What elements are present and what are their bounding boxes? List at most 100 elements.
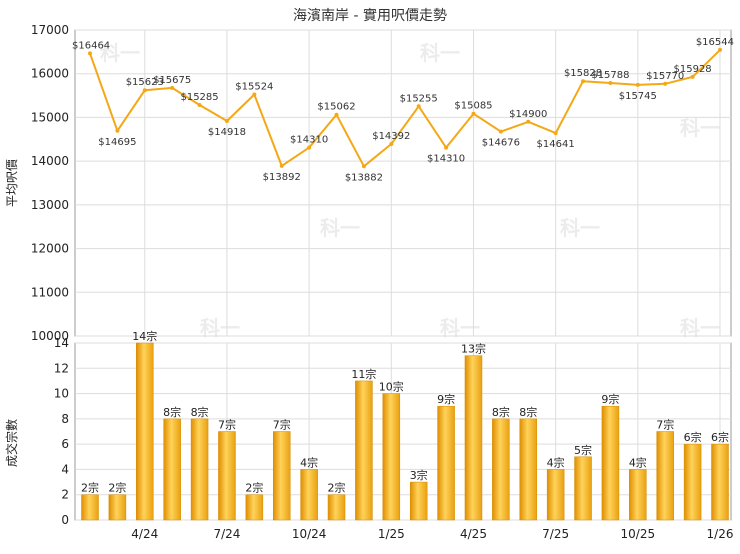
price-label-3: $15675 [153,75,191,86]
price-point-6 [252,92,257,97]
price-y-tick-1: 11000 [31,285,69,299]
price-point-1 [115,128,120,133]
x-tick-label-3: 1/25 [378,527,405,541]
volume-bar-10 [355,380,373,521]
price-label-22: $15928 [674,64,712,75]
volume-label-19: 9宗 [601,392,619,406]
price-line [89,49,721,168]
price-point-4 [197,102,202,107]
volume-bar-8 [300,469,318,521]
price-y-tick-7: 17000 [31,23,69,37]
volume-label-22: 6宗 [684,430,702,444]
price-data-labels: $16464 $14695 $15623$15675 $15285 $14918 $155… [72,37,734,183]
volume-axis-label: 成交宗數 [4,419,19,467]
price-label-9: $15062 [317,102,355,113]
volume-label-2: 14宗 [132,329,157,343]
price-point-3 [170,85,175,90]
volume-bar-5 [218,431,236,521]
price-point-11 [389,142,394,147]
volume-label-17: 4宗 [547,455,565,469]
volume-label-4: 8宗 [191,405,209,419]
price-label-5: $14918 [208,127,246,138]
price-point-17 [553,131,558,136]
chart-title: 海濱南岸 - 實用呎價走勢 [293,7,447,24]
x-tick-label-4: 4/25 [460,527,487,541]
volume-bar-1 [108,494,127,521]
volume-bar-17 [546,469,565,521]
volume-y-tick-4: 8 [61,412,69,426]
price-label-1: $14695 [98,137,136,148]
price-point-15 [498,129,503,134]
volume-label-8: 4宗 [300,455,318,469]
watermark-2: 科一 [680,116,720,140]
volume-label-11: 10宗 [379,380,404,394]
x-tick-label-7: 1/26 [707,527,734,541]
x-tick-label-6: 10/25 [621,527,656,541]
price-label-6: $15524 [235,82,273,93]
price-label-23: $16544 [696,37,734,48]
volume-bar-13 [437,405,455,521]
volume-bar-19 [601,405,620,521]
price-point-13 [444,145,449,150]
volume-label-21: 7宗 [656,418,674,432]
price-label-16: $14900 [509,109,547,120]
volume-bar-6 [245,494,264,521]
volume-label-6: 2宗 [245,481,263,495]
x-tick-label-1: 7/24 [213,527,240,541]
x-tick-label-2: 10/24 [292,527,327,541]
watermark-3: 科一 [320,216,360,240]
volume-label-1: 2宗 [108,481,126,495]
price-y-tick-2: 12000 [31,242,69,256]
volume-bars [81,342,729,521]
price-point-12 [416,104,421,109]
price-point-23 [718,47,722,52]
price-label-21: $15770 [646,71,684,82]
volume-y-tick-0: 0 [61,513,69,527]
volume-bar-3 [163,418,181,521]
price-point-14 [471,111,476,116]
volume-bar-4 [190,418,209,521]
price-label-11: $14392 [372,131,410,142]
price-point-10 [361,164,366,169]
volume-label-7: 7宗 [273,418,291,432]
price-y-tick-0: 10000 [31,329,69,343]
volume-bar-2 [136,342,154,521]
price-y-ticks: 10000 11000 12000 13000 14000 15000 16000 17000 [31,23,69,343]
price-point-19 [608,80,613,85]
volume-bar-7 [272,431,291,521]
x-axis-ticks: 4/24 7/24 10/24 1/25 4/25 7/25 10/25 1/26 [131,527,733,541]
price-y-tick-5: 15000 [31,110,69,124]
volume-y-tick-3: 6 [61,437,69,451]
price-point-20 [635,82,640,87]
price-label-15: $14676 [482,138,520,149]
volume-bar-12 [409,481,428,521]
volume-y-ticks: 0 2 4 6 8 10 12 14 [54,336,69,527]
price-y-tick-6: 16000 [31,67,69,81]
price-series [88,47,722,169]
price-point-18 [581,79,586,84]
price-grid [75,29,731,337]
volume-label-14: 13宗 [461,342,486,356]
price-point-0 [88,51,92,56]
volume-label-18: 5宗 [574,443,592,457]
volume-bar-14 [464,355,483,521]
volume-bar-11 [382,393,401,521]
price-label-13: $14310 [427,154,465,165]
price-point-21 [663,81,668,86]
watermark-1: 科一 [420,41,460,65]
volume-label-3: 8宗 [163,405,181,419]
volume-label-15: 8宗 [492,405,510,419]
price-label-19: $15788 [591,70,629,81]
price-point-22 [690,74,695,79]
volume-label-10: 11宗 [351,367,376,381]
price-point-16 [526,119,531,124]
x-tick-label-0: 4/24 [131,527,158,541]
volume-y-tick-6: 12 [54,361,69,375]
volume-label-5: 7宗 [218,418,236,432]
price-label-7: $13892 [263,172,301,183]
price-point-9 [334,112,339,117]
